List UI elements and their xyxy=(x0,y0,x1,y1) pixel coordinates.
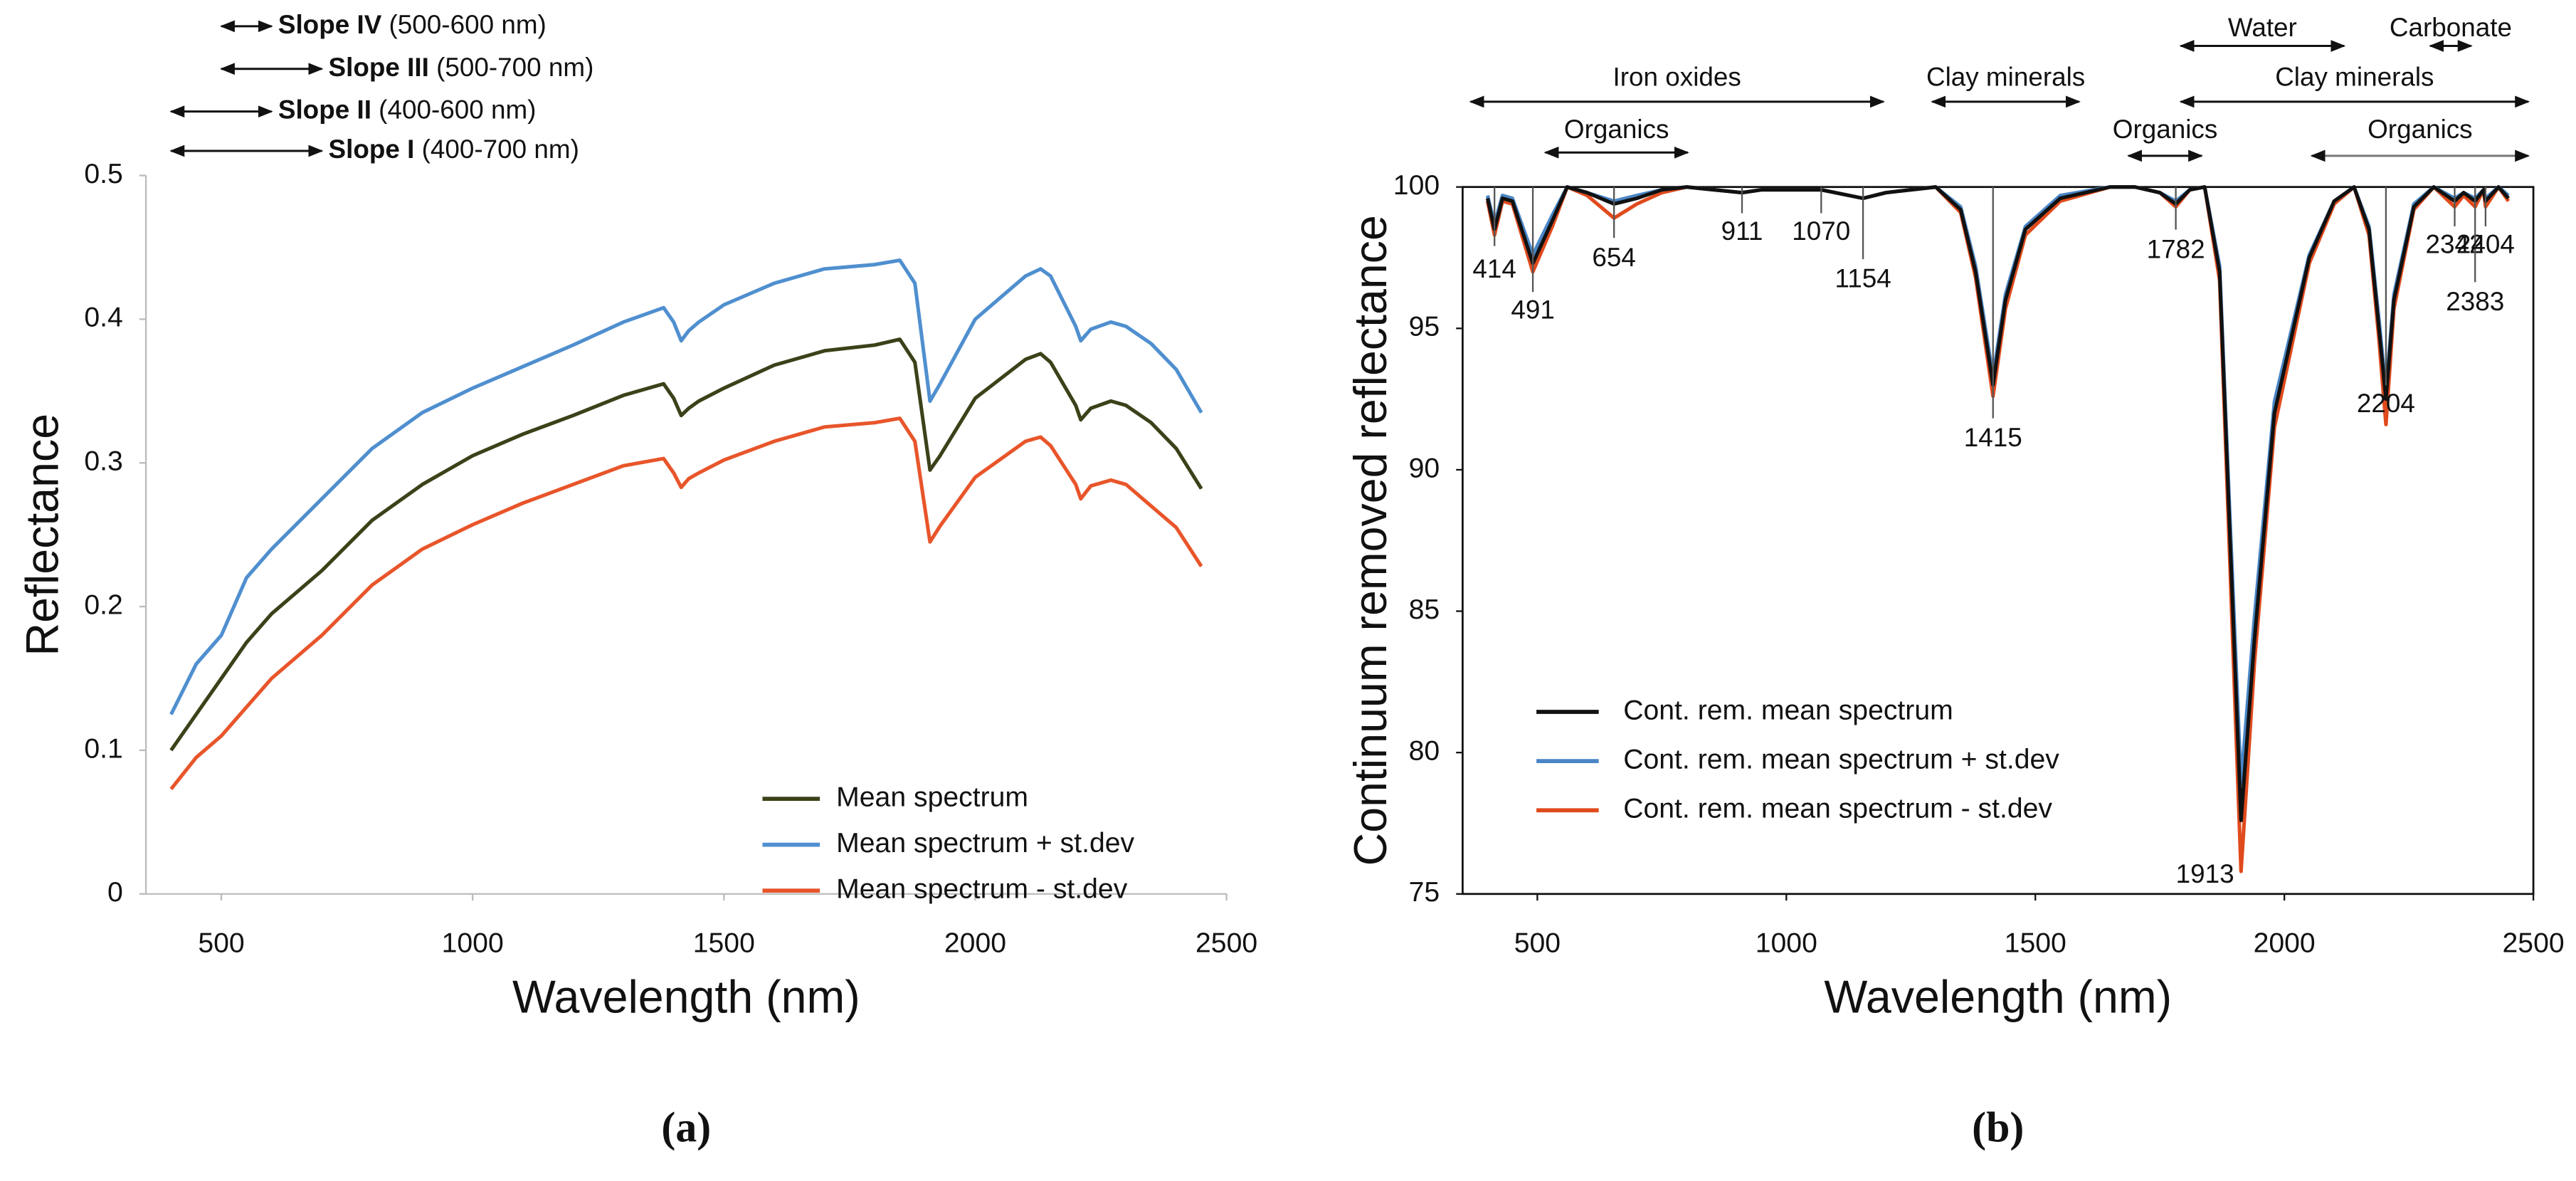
band-label: 654 xyxy=(1592,243,1636,272)
x-tick-label: 1500 xyxy=(2005,928,2066,959)
range-name: Slope I xyxy=(328,135,414,164)
x-tick-label: 500 xyxy=(198,928,244,959)
range-detail: (500-700 nm) xyxy=(436,53,593,82)
range-label: Slope III (500-700 nm) xyxy=(328,53,593,82)
range-label: Slope II (400-600 nm) xyxy=(278,95,537,124)
x-axis-title: Wavelength (nm) xyxy=(512,972,860,1023)
y-tick-label: 90 xyxy=(1409,453,1440,483)
range-name: Slope III xyxy=(328,53,428,82)
band-label: 911 xyxy=(1721,216,1763,246)
panel-label: (a) xyxy=(661,1104,711,1151)
band-label: 1913 xyxy=(2176,859,2234,888)
range-detail: (500-600 nm) xyxy=(389,10,547,39)
y-tick-label: 0.4 xyxy=(84,303,122,333)
series-line xyxy=(1485,185,2510,786)
range-label: Slope I (400-700 nm) xyxy=(328,135,579,164)
x-tick-label: 1500 xyxy=(693,928,755,959)
legend-label: Cont. rem. mean spectrum - st.dev xyxy=(1623,794,2052,824)
series-line xyxy=(169,258,1203,715)
range-label: Organics xyxy=(2113,115,2218,144)
panel-label: (b) xyxy=(1972,1104,2024,1151)
chart-panel: 0 0.1 0.2 0.3 0.4 0.5 500 1000 1500 2000 2500 Wavel… xyxy=(17,10,1258,1151)
range-label: Water xyxy=(2228,13,2297,42)
range-label: Slope IV (500-600 nm) xyxy=(278,10,547,39)
series-line xyxy=(1485,185,2510,823)
band-label: 1070 xyxy=(1792,216,1850,246)
x-tick-label: 2500 xyxy=(2503,928,2565,959)
plot-frame xyxy=(1462,186,2535,896)
range-label: Clay minerals xyxy=(2275,62,2434,91)
y-axis-title: Continuum removed reflectance xyxy=(1345,215,1396,866)
y-tick-label: 0.1 xyxy=(84,733,122,764)
range-detail: (400-600 nm) xyxy=(379,95,536,124)
band-label: 491 xyxy=(1511,295,1555,325)
range-name: Slope IV xyxy=(278,10,382,39)
range-label: Clay minerals xyxy=(1926,62,2085,91)
range-label: Iron oxides xyxy=(1613,62,1741,91)
y-tick-label: 0.2 xyxy=(84,589,122,620)
y-tick-label: 100 xyxy=(1393,170,1440,201)
y-tick-label: 85 xyxy=(1409,594,1440,625)
band-label: 2404 xyxy=(2456,229,2515,258)
band-label: 2383 xyxy=(2446,287,2504,316)
y-tick-label: 95 xyxy=(1409,312,1440,342)
range-name: Slope II xyxy=(278,95,371,124)
x-tick-label: 2500 xyxy=(1195,928,1257,959)
x-axis-title: Wavelength (nm) xyxy=(1824,972,2172,1023)
series-line xyxy=(169,337,1203,752)
range-label: Carbonate xyxy=(2390,13,2512,42)
y-tick-label: 0.3 xyxy=(84,446,122,477)
y-axis-title: Reflectance xyxy=(17,414,68,656)
chart-panel: 75 80 85 90 95 100 500 1000 1500 2000 2500 Waveleng… xyxy=(1345,13,2565,1150)
band-label: 2204 xyxy=(2357,389,2415,418)
y-tick-label: 0 xyxy=(107,877,123,908)
y-tick-label: 80 xyxy=(1409,735,1440,766)
x-tick-label: 1000 xyxy=(1756,928,1817,959)
x-tick-label: 2000 xyxy=(944,928,1006,959)
legend-label: Cont. rem. mean spectrum xyxy=(1623,695,1953,725)
range-detail: (400-700 nm) xyxy=(422,135,579,164)
band-label: 1415 xyxy=(1964,423,2022,452)
band-label: 1782 xyxy=(2147,234,2205,263)
band-label: 414 xyxy=(1472,254,1516,283)
range-label: Organics xyxy=(2368,115,2473,144)
x-tick-label: 2000 xyxy=(2254,928,2316,959)
band-label: 2342 xyxy=(2426,229,2484,258)
legend-label: Mean spectrum + st.dev xyxy=(836,828,1134,859)
band-label: 1154 xyxy=(1835,264,1891,293)
legend-label: Mean spectrum xyxy=(836,782,1028,812)
x-tick-label: 1000 xyxy=(442,928,504,959)
legend-label: Mean spectrum - st.dev xyxy=(836,874,1128,905)
y-tick-label: 0.5 xyxy=(84,159,122,189)
legend-label: Cont. rem. mean spectrum + st.dev xyxy=(1623,744,2059,775)
x-tick-label: 500 xyxy=(1514,928,1561,959)
y-tick-label: 75 xyxy=(1409,877,1440,908)
series-line xyxy=(169,416,1203,790)
range-label: Organics xyxy=(1564,115,1669,144)
